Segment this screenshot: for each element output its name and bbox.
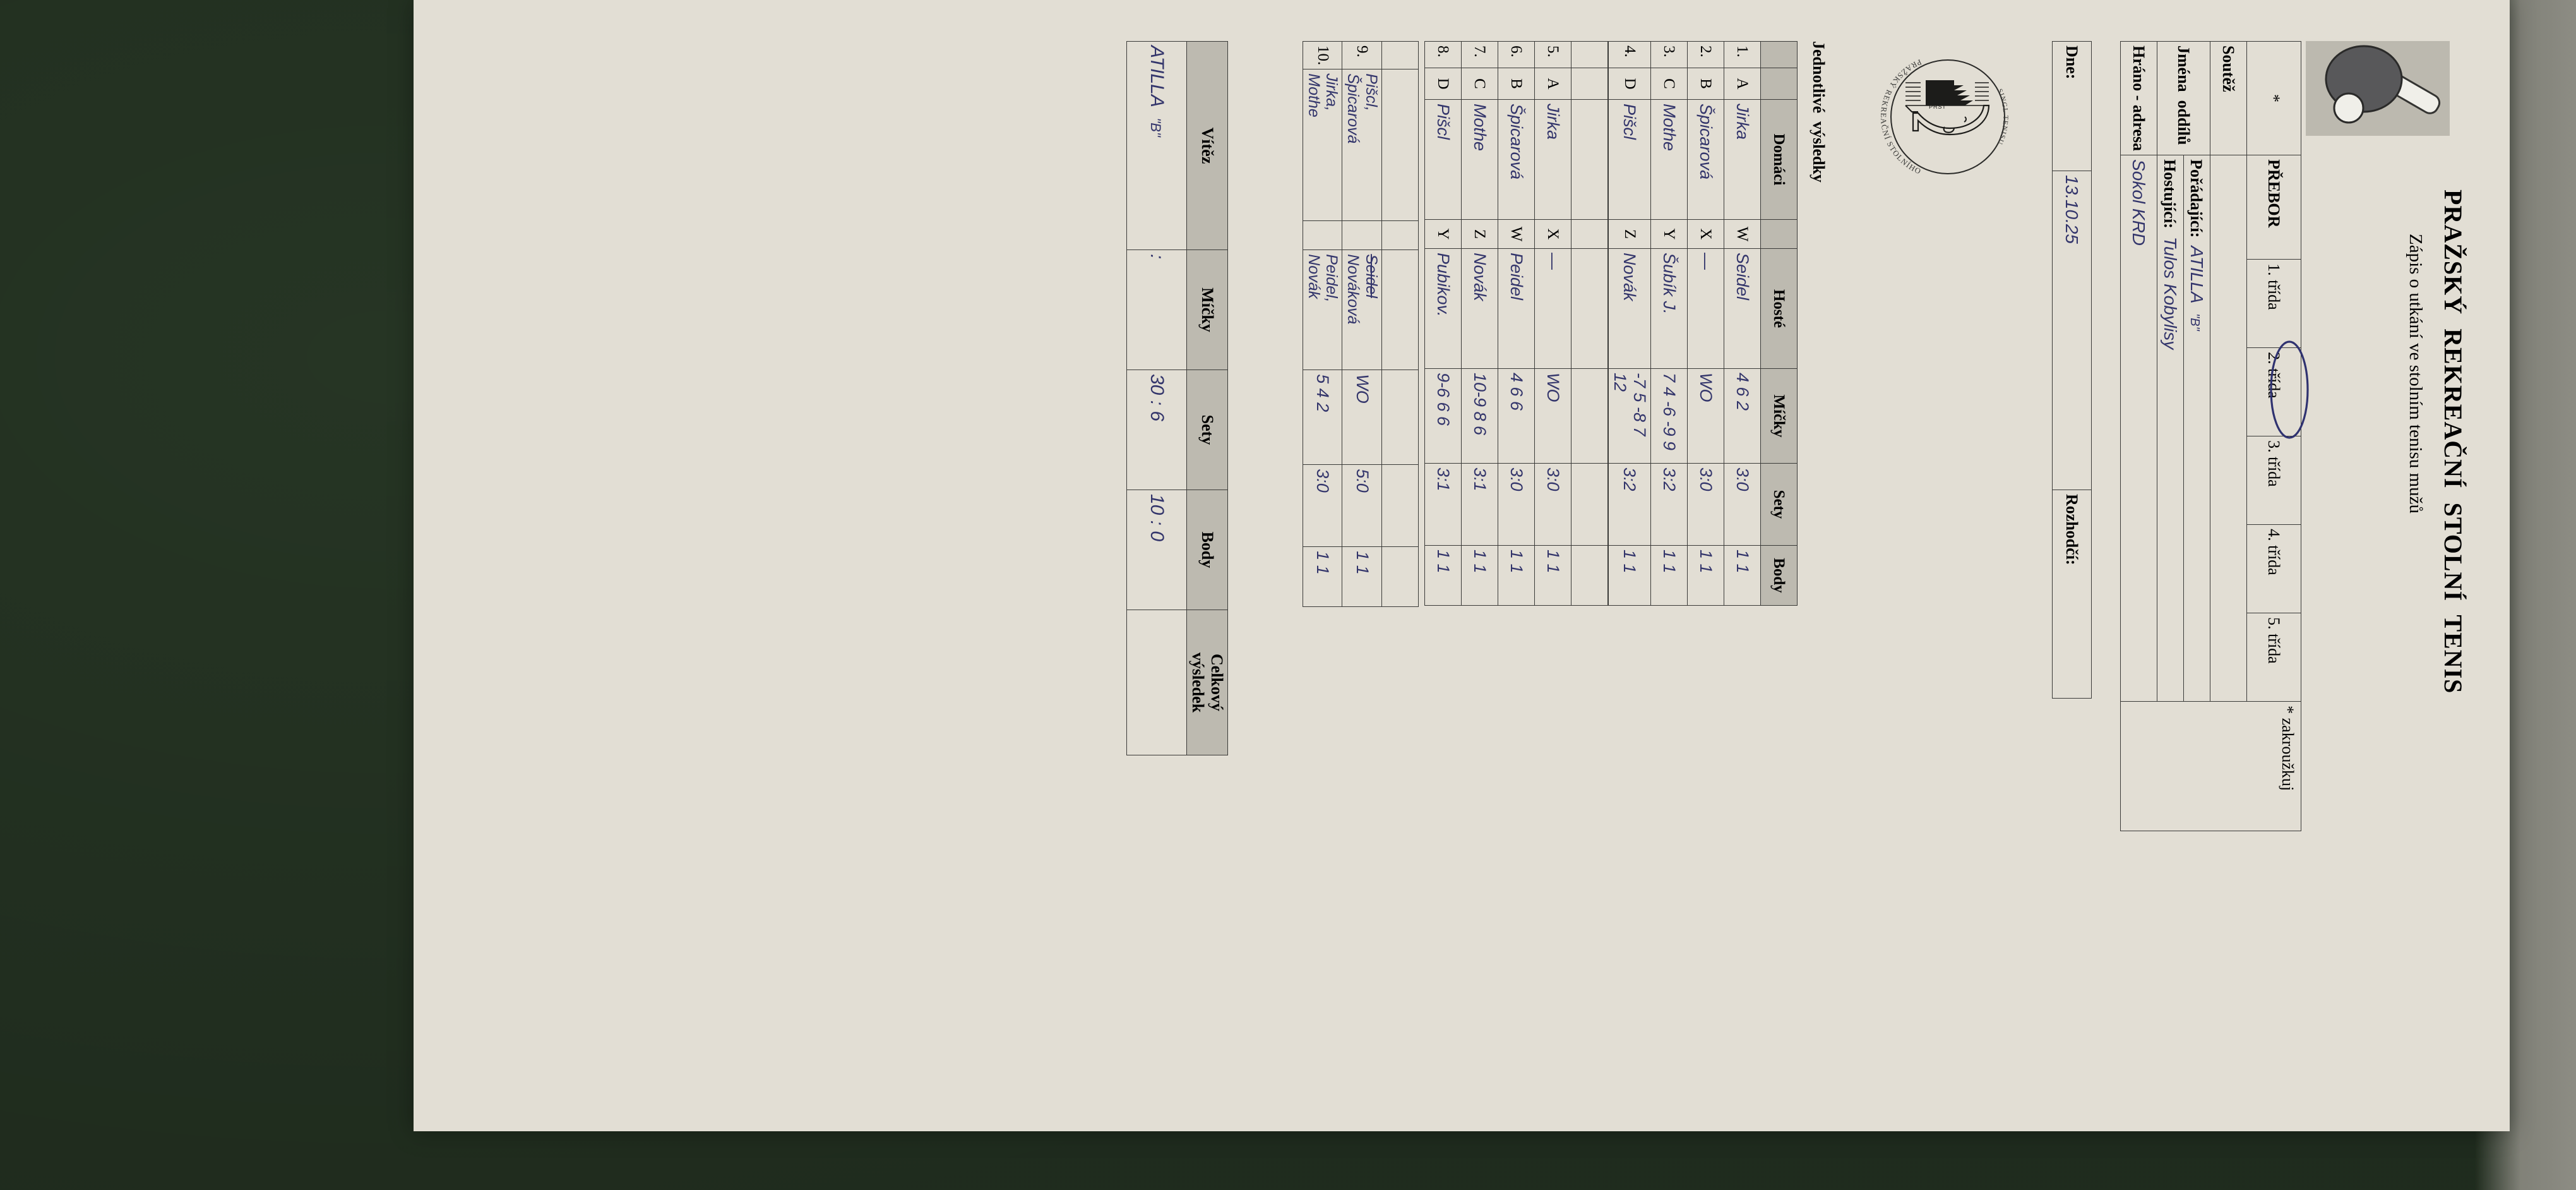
svg-text:SINGL TENISU: SINGL TENISU — [1996, 88, 2009, 146]
svg-text:PRST: PRST — [1929, 104, 1946, 111]
svg-text:PRAŽSKÝ REKREAČNÍ STOLNÍHO: PRAŽSKÝ REKREAČNÍ STOLNÍHO — [1879, 57, 1923, 176]
